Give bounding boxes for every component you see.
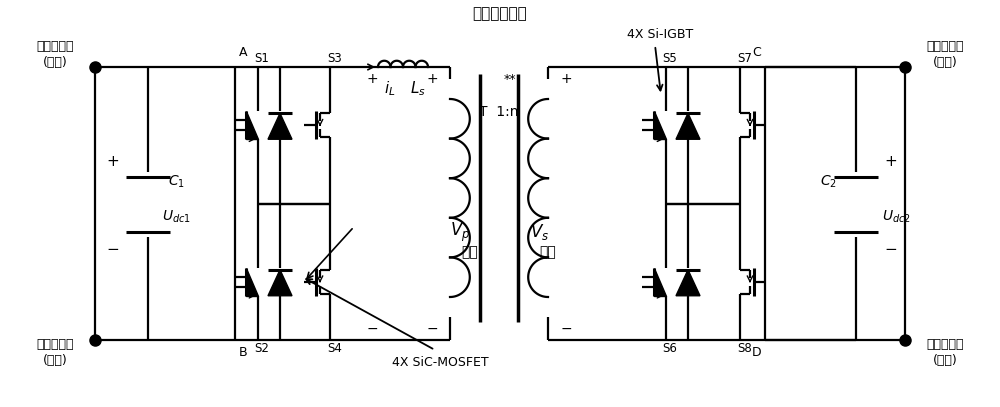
Polygon shape — [654, 268, 666, 296]
Polygon shape — [246, 111, 258, 139]
Text: 4X SiC-MOSFET: 4X SiC-MOSFET — [392, 357, 488, 370]
Text: **: ** — [504, 72, 516, 85]
Text: (负极): (负极) — [933, 354, 957, 366]
Polygon shape — [268, 270, 292, 296]
Polygon shape — [676, 113, 700, 139]
Text: +: + — [885, 155, 897, 169]
Text: S2: S2 — [255, 341, 269, 354]
Text: A: A — [239, 46, 247, 59]
Text: (正极): (正极) — [933, 55, 957, 68]
Polygon shape — [676, 270, 700, 296]
Text: C: C — [753, 46, 761, 59]
Text: 电源输出端: 电源输出端 — [926, 339, 964, 352]
Text: +: + — [560, 72, 572, 86]
Text: 副边: 副边 — [540, 245, 556, 259]
Text: 原边: 原边 — [462, 245, 478, 259]
Text: S8: S8 — [738, 341, 752, 354]
Text: +: + — [426, 72, 438, 86]
Text: 4X Si-IGBT: 4X Si-IGBT — [627, 28, 693, 41]
Text: $-$: $-$ — [884, 239, 898, 254]
Text: $i_L$: $i_L$ — [384, 80, 396, 98]
Text: $-$: $-$ — [366, 321, 378, 335]
Text: $U_{dc2}$: $U_{dc2}$ — [882, 209, 910, 225]
Text: B: B — [239, 346, 247, 359]
Text: S3: S3 — [328, 53, 342, 66]
Text: $C_1$: $C_1$ — [168, 174, 184, 190]
Text: 电源输入端: 电源输入端 — [36, 339, 74, 352]
Text: $V_p$: $V_p$ — [450, 221, 470, 244]
Text: S5: S5 — [663, 53, 677, 66]
Text: 电源输入端: 电源输入端 — [36, 41, 74, 53]
Polygon shape — [268, 113, 292, 139]
Text: S6: S6 — [663, 341, 677, 354]
Polygon shape — [246, 268, 258, 296]
Text: $C_2$: $C_2$ — [820, 174, 836, 190]
Text: +: + — [107, 155, 119, 169]
Text: $-$: $-$ — [426, 321, 438, 335]
Text: $-$: $-$ — [106, 239, 120, 254]
Text: D: D — [752, 346, 762, 359]
Text: +: + — [366, 72, 378, 86]
Text: 中高频变压器: 中高频变压器 — [473, 7, 527, 22]
Text: 电源输出端: 电源输出端 — [926, 41, 964, 53]
Text: T  1:n: T 1:n — [479, 105, 519, 119]
Text: S1: S1 — [255, 53, 269, 66]
Text: $U_{dc1}$: $U_{dc1}$ — [162, 209, 190, 225]
Text: (负极): (负极) — [43, 354, 67, 366]
Text: (正极): (正极) — [43, 55, 67, 68]
Text: $-$: $-$ — [560, 321, 572, 335]
Polygon shape — [654, 111, 666, 139]
Text: $L_s$: $L_s$ — [410, 80, 426, 98]
Text: S4: S4 — [328, 341, 342, 354]
Text: $V_s$: $V_s$ — [530, 222, 550, 242]
Text: S7: S7 — [738, 53, 752, 66]
